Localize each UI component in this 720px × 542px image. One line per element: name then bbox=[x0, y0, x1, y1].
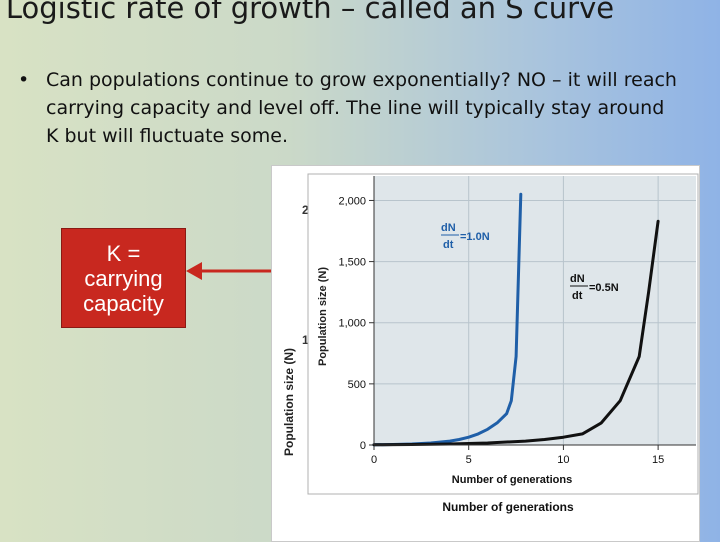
carrying-capacity-callout: K = carrying capacity bbox=[61, 228, 186, 328]
y-tick-label: 500 bbox=[348, 379, 366, 391]
x-ticks: 0 5 10 15 bbox=[371, 445, 664, 466]
series-1-label: dN dt =1.0N bbox=[441, 222, 490, 251]
x-tick-label: 10 bbox=[557, 454, 569, 466]
series-1-label-rhs: =1.0N bbox=[460, 231, 490, 243]
bullet-dot: • bbox=[18, 69, 30, 91]
series-2-label-denominator: dt bbox=[572, 290, 583, 302]
series-1-label-denominator: dt bbox=[443, 239, 454, 251]
chart-frame: Population size (N) 2 1 Number of genera… bbox=[271, 165, 700, 542]
x-tick-label: 0 bbox=[371, 454, 377, 466]
series-1-label-numerator: dN bbox=[441, 222, 456, 234]
back-x-axis-label: Number of generations bbox=[442, 500, 574, 514]
plot-background bbox=[374, 176, 696, 445]
y-tick-label: 1,000 bbox=[338, 318, 366, 330]
bullet-point: • Can populations continue to grow expon… bbox=[18, 66, 678, 150]
series-2-label-numerator: dN bbox=[570, 273, 585, 285]
slide-title: Logistic rate of growth – called an S cu… bbox=[5, 0, 615, 25]
y-tick-label: 2,000 bbox=[338, 195, 366, 207]
y-ticks: 0 500 1,000 1,500 2,000 bbox=[338, 195, 374, 452]
series-2-label: dN dt =0.5N bbox=[570, 273, 619, 302]
back-y-tick-mid: 1 bbox=[302, 333, 309, 347]
callout-line-2: carrying bbox=[84, 265, 163, 291]
y-tick-label: 1,500 bbox=[338, 257, 366, 269]
back-y-tick-top: 2 bbox=[302, 203, 309, 217]
callout-line-3: capacity bbox=[83, 290, 164, 316]
x-tick-label: 5 bbox=[466, 454, 472, 466]
series-line-2 bbox=[372, 219, 660, 447]
callout-line-1: K = bbox=[106, 240, 141, 266]
x-axis-label: Number of generations bbox=[452, 474, 572, 486]
series-2-label-rhs: =0.5N bbox=[589, 282, 619, 294]
bullet-text: Can populations continue to grow exponen… bbox=[46, 69, 677, 147]
series-lines bbox=[372, 192, 660, 447]
x-tick-label: 15 bbox=[652, 454, 664, 466]
back-y-axis-label: Population size (N) bbox=[282, 348, 296, 456]
population-growth-chart: Population size (N) 2 1 Number of genera… bbox=[282, 173, 699, 514]
y-axis-label: Population size (N) bbox=[317, 267, 329, 366]
arrow-head-icon bbox=[186, 262, 202, 280]
y-tick-label: 0 bbox=[360, 440, 366, 452]
